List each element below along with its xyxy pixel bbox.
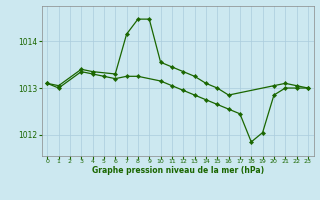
X-axis label: Graphe pression niveau de la mer (hPa): Graphe pression niveau de la mer (hPa) bbox=[92, 166, 264, 175]
